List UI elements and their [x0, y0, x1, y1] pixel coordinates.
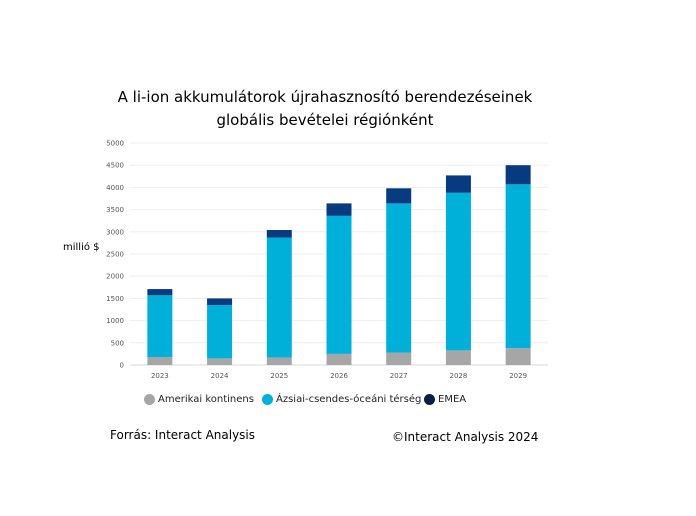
bar-segment	[147, 357, 173, 365]
legend-label-emea: EMEA	[438, 394, 467, 405]
legend-swatch-americas	[144, 394, 155, 405]
y-tick-label: 3500	[106, 206, 124, 214]
bar-segment	[445, 192, 471, 351]
x-tick-label: 2023	[151, 372, 169, 380]
bar-segment	[445, 175, 471, 193]
x-tick-label: 2029	[509, 372, 527, 380]
y-tick-label: 2000	[106, 273, 124, 281]
bar-segment	[266, 230, 292, 238]
y-tick-label: 4500	[106, 162, 124, 170]
chart-title-line2: globális bevételei régiónként	[216, 111, 434, 129]
legend-item-emea: EMEA	[424, 394, 466, 405]
chart-title: A li-ion akkumulátorok újrahasznosító be…	[0, 86, 650, 132]
bar-segment	[505, 348, 531, 365]
chart-title-line1: A li-ion akkumulátorok újrahasznosító be…	[117, 88, 533, 106]
legend-label-apac: Ázsiai-csendes-óceáni térség	[276, 394, 422, 405]
bar-segment	[445, 350, 471, 365]
bar-segment	[207, 298, 233, 306]
bar-segment	[147, 295, 173, 358]
bar-segment	[147, 289, 173, 296]
bar-segment	[386, 188, 412, 204]
legend-swatch-emea	[424, 394, 435, 405]
source-note: Forrás: Interact Analysis	[110, 428, 256, 442]
x-tick-label: 2024	[211, 372, 229, 380]
x-tick-label: 2028	[450, 372, 468, 380]
y-tick-label: 4000	[106, 184, 124, 192]
bar-segment	[326, 353, 352, 365]
y-axis-label: millió $	[63, 242, 100, 253]
x-tick-label: 2026	[330, 372, 348, 380]
y-tick-label: 3000	[106, 228, 124, 236]
bar-segment	[505, 165, 531, 185]
bar-segment	[326, 203, 352, 216]
y-tick-label: 1000	[106, 317, 124, 325]
bar-segment	[326, 215, 352, 354]
bar-segment	[207, 358, 233, 365]
y-tick-label: 5000	[106, 140, 124, 148]
bar-segment	[386, 352, 412, 365]
bar-segment	[207, 305, 233, 359]
y-tick-label: 1500	[106, 295, 124, 303]
legend-item-americas: Amerikai kontinens	[144, 394, 254, 405]
legend-item-apac: Ázsiai-csendes-óceáni térség	[262, 394, 421, 405]
legend-label-americas: Amerikai kontinens	[158, 394, 254, 405]
bar-segment	[505, 184, 531, 349]
y-tick-label: 500	[111, 339, 124, 347]
bar-segment	[266, 237, 292, 358]
bar-segment	[386, 203, 412, 353]
y-tick-label: 2500	[106, 251, 124, 259]
copyright-note: ©Interact Analysis 2024	[392, 430, 539, 444]
y-tick-label: 0	[120, 362, 124, 370]
bar-segment	[266, 357, 292, 365]
x-tick-label: 2025	[270, 372, 288, 380]
x-tick-label: 2027	[390, 372, 408, 380]
legend-swatch-apac	[262, 394, 273, 405]
